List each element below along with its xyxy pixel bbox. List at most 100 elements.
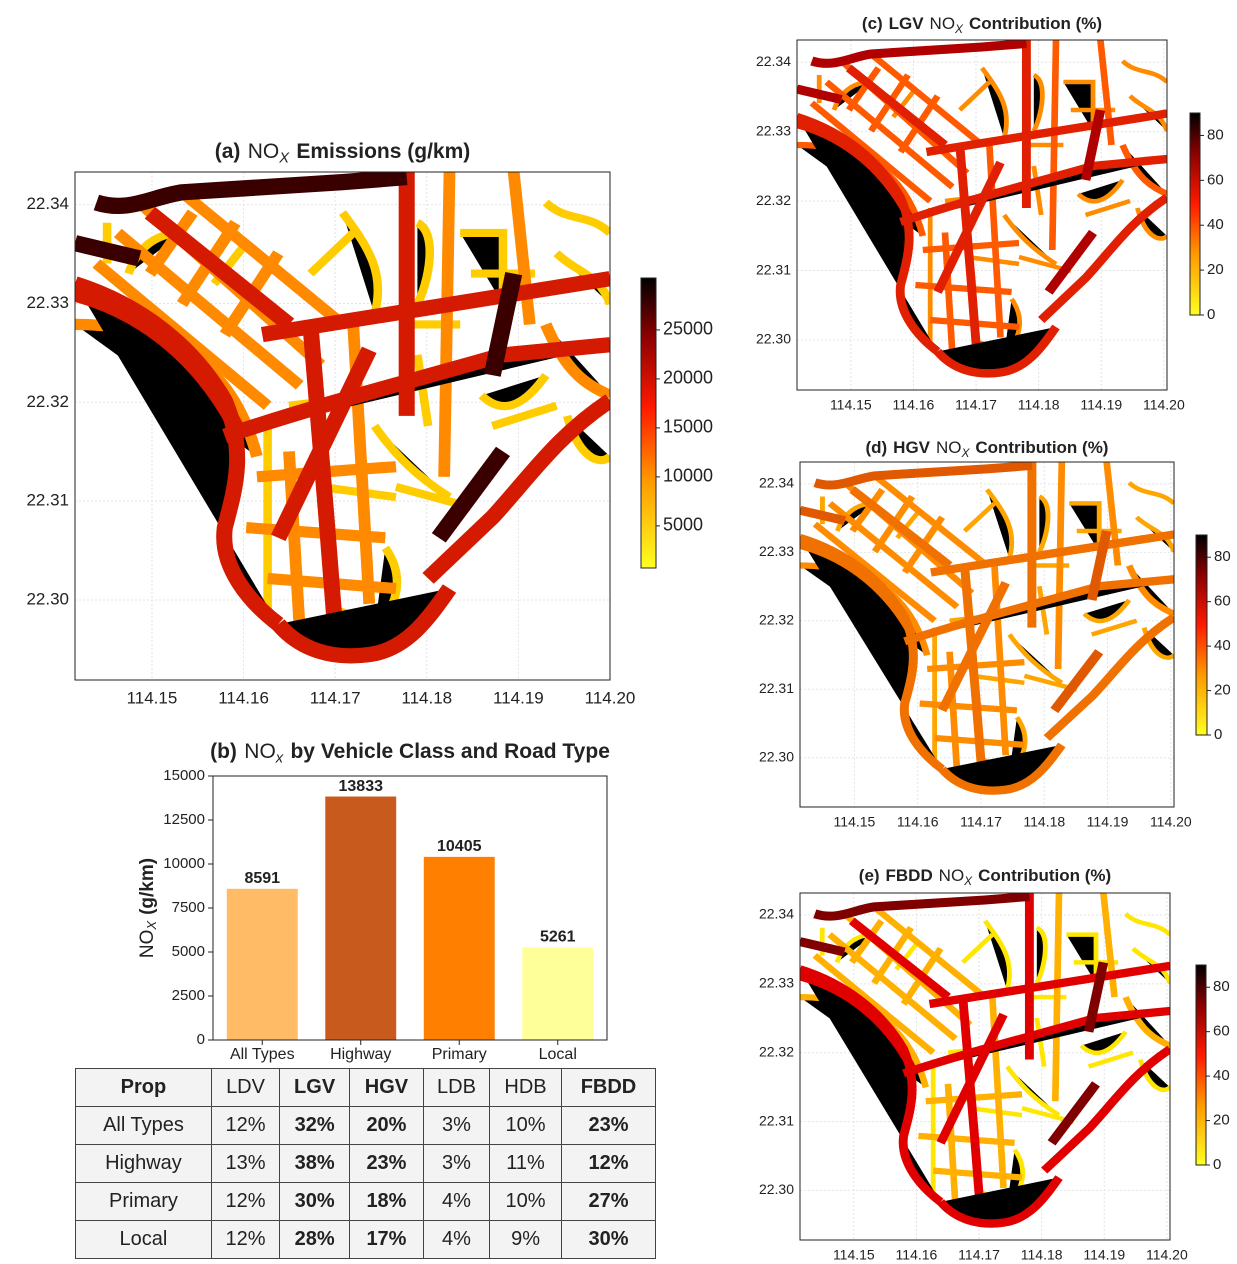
y-tick-label: 10000 (163, 855, 205, 872)
x-tick-label: 114.15 (830, 397, 872, 413)
x-tick-label: 114.18 (1023, 814, 1065, 830)
title-part: Contribution (%) (969, 14, 1102, 33)
colorbar-tick-label: 20 (1214, 682, 1231, 699)
colorbar-tick-label: 80 (1213, 978, 1230, 995)
title-part: LGV (889, 14, 925, 33)
y-tick-label: 22.30 (759, 748, 794, 764)
x-tick-label: 114.17 (958, 1247, 1000, 1263)
title-part: (b) (210, 740, 237, 763)
y-tick-label: 22.31 (26, 491, 69, 510)
y-tick-label: 22.34 (26, 194, 69, 213)
label-part: NO (137, 930, 158, 959)
x-tick-label: 114.20 (1143, 397, 1185, 413)
title-part: (c) (862, 14, 883, 33)
colorbar (641, 278, 656, 568)
table-cell: Highway (76, 1145, 212, 1183)
road-network (800, 893, 1170, 1224)
header-cell: FBDD (561, 1069, 655, 1107)
y-tick-label: 22.34 (756, 53, 791, 69)
colorbar (1196, 535, 1207, 735)
y-tick-label: 22.33 (756, 122, 791, 138)
y-tick-label: 22.34 (759, 475, 794, 491)
bar (424, 857, 495, 1040)
y-tick-label: 12500 (163, 811, 205, 828)
table-cell: 20% (350, 1107, 424, 1145)
colorbar-tick-label: 60 (1214, 593, 1231, 610)
road-network (800, 462, 1174, 791)
table-cell: Local (76, 1221, 212, 1259)
y-tick-label: 0 (197, 1031, 205, 1048)
x-tick-label: 114.15 (127, 688, 178, 707)
chart-title: (c) LGV NOX Contribution (%) (862, 14, 1102, 36)
x-tick-label: 114.19 (493, 688, 544, 707)
y-tick-label: 22.34 (759, 906, 794, 922)
title-part: (e) (859, 866, 880, 885)
title-part: by Vehicle Class and Road Type (290, 740, 609, 763)
table-cell: 3% (423, 1145, 489, 1183)
title-part: (d) (866, 438, 888, 457)
table-cell: 3% (423, 1107, 489, 1145)
value-label: 5261 (540, 929, 576, 946)
header-cell: LDB (423, 1069, 489, 1107)
colorbar-tick-label: 40 (1207, 216, 1224, 233)
table-cell: 4% (423, 1221, 489, 1259)
table-cell: 4% (423, 1183, 489, 1221)
title-part: Emissions (g/km) (296, 140, 470, 163)
title-part: NO (244, 740, 276, 763)
title-part: Contribution (%) (975, 438, 1108, 457)
header-cell: HGV (350, 1069, 424, 1107)
title-part: NO (936, 438, 962, 457)
table-cell: 11% (490, 1145, 562, 1183)
table-cell: 32% (280, 1107, 350, 1145)
header-cell: HDB (490, 1069, 562, 1107)
x-tick-label: Highway (330, 1046, 391, 1063)
road-network (797, 40, 1167, 373)
colorbar-tick-label: 0 (1213, 1156, 1221, 1173)
y-tick-label: 22.30 (756, 331, 791, 347)
x-tick-label: 114.18 (1018, 397, 1060, 413)
title-part: NO (930, 14, 956, 33)
colorbar-tick-label: 15000 (663, 417, 713, 437)
figure: (a)NOXEmissions (g/km)114.15114.16114.17… (0, 0, 1237, 1264)
x-tick-label: 114.19 (1083, 1247, 1125, 1263)
bar (325, 797, 396, 1040)
label-part: (g/km) (137, 858, 158, 915)
x-tick-label: 114.16 (896, 1247, 938, 1263)
table-cell: 10% (490, 1107, 562, 1145)
title-part: (a) (215, 140, 241, 163)
table-cell: 27% (561, 1183, 655, 1221)
chart-title: (e)FBDDNOXContribution (%) (859, 866, 1111, 888)
bar (227, 889, 298, 1040)
colorbar-tick-label: 80 (1214, 548, 1231, 565)
x-tick-label: 114.16 (218, 688, 269, 707)
title-part: HGV (893, 438, 931, 457)
table-cell: 12% (211, 1107, 279, 1145)
y-tick-label: 22.31 (759, 1112, 794, 1128)
title-part: X (960, 446, 970, 460)
colorbar-tick-label: 5000 (663, 515, 703, 535)
header-cell: LDV (211, 1069, 279, 1107)
table-cell: 10% (490, 1183, 562, 1221)
x-tick-label: 114.20 (1150, 814, 1192, 830)
y-tick-label: 22.33 (759, 543, 794, 559)
x-tick-label: 114.19 (1080, 397, 1122, 413)
title-part: X (954, 22, 964, 36)
table-cell: 17% (350, 1221, 424, 1259)
y-tick-label: 22.32 (759, 612, 794, 628)
x-tick-label: 114.15 (833, 1247, 875, 1263)
table-cell: 18% (350, 1183, 424, 1221)
table-cell: 12% (211, 1183, 279, 1221)
colorbar-tick-label: 60 (1213, 1023, 1230, 1040)
colorbar (1196, 965, 1206, 1165)
label-part: X (144, 920, 159, 931)
table-cell: All Types (76, 1107, 212, 1145)
table-cell: 9% (490, 1221, 562, 1259)
y-tick-label: 5000 (172, 943, 205, 960)
y-tick-label: 22.32 (26, 392, 69, 411)
table-cell: 28% (280, 1221, 350, 1259)
chart-title: (d) HGV NOX Contribution (%) (866, 438, 1109, 460)
y-tick-label: 22.32 (759, 1043, 794, 1059)
